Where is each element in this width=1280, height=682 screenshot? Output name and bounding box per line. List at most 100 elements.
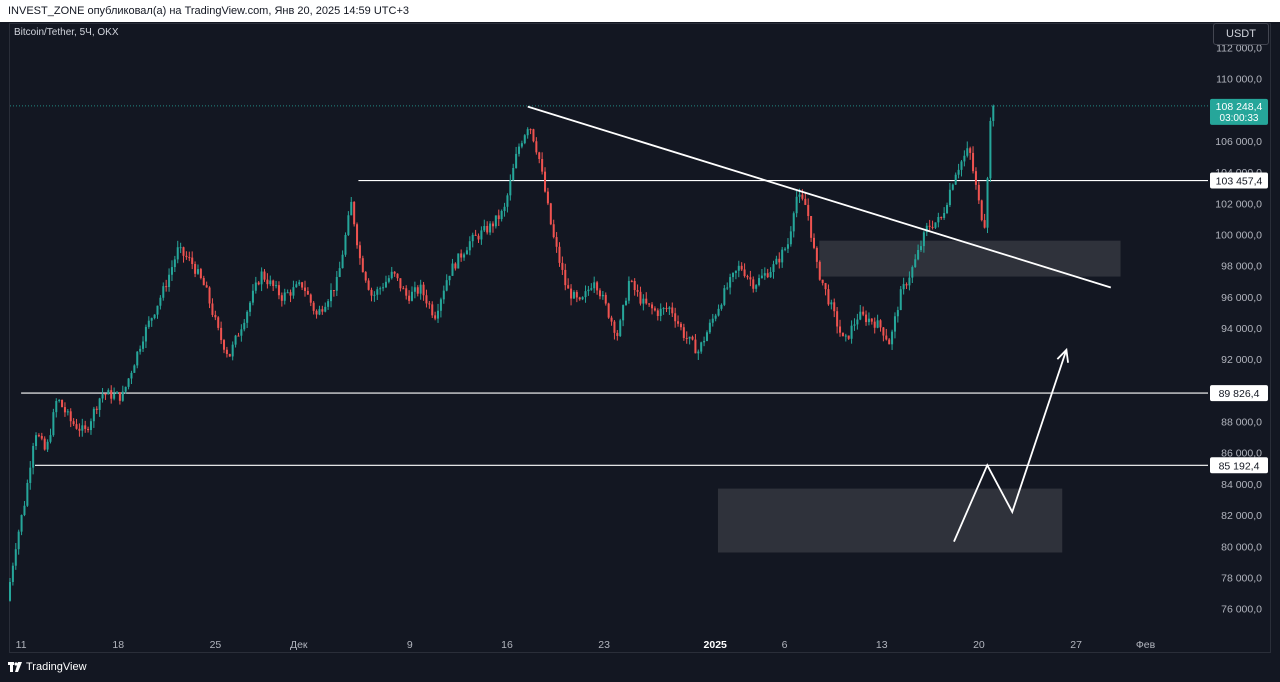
candle-body bbox=[289, 292, 292, 296]
candle-body bbox=[144, 326, 147, 342]
candle-body bbox=[922, 232, 925, 247]
candle-body bbox=[191, 257, 194, 265]
candle-body bbox=[558, 246, 561, 263]
candle-body bbox=[980, 200, 983, 221]
candle-body bbox=[520, 143, 523, 147]
candle-body bbox=[711, 318, 714, 323]
candle-body bbox=[448, 275, 451, 281]
candle-body bbox=[118, 392, 121, 401]
x-tick-label: 11 bbox=[16, 639, 27, 651]
candle-body bbox=[749, 277, 752, 280]
candle-body bbox=[697, 351, 700, 354]
candle-body bbox=[445, 280, 448, 291]
level-price-tag bbox=[1210, 385, 1268, 402]
candle-body bbox=[468, 241, 471, 251]
candle-body bbox=[729, 277, 732, 288]
candle-body bbox=[865, 314, 868, 323]
candle-body bbox=[630, 280, 633, 282]
candle-body bbox=[544, 171, 547, 192]
candle-body bbox=[784, 248, 787, 250]
candle-body bbox=[717, 308, 720, 316]
y-tick-label: 88 000,0 bbox=[1221, 417, 1262, 429]
candle-body bbox=[821, 279, 824, 284]
candle-body bbox=[275, 285, 278, 287]
candle-body bbox=[694, 339, 697, 354]
candle-body bbox=[781, 249, 784, 263]
candle-body bbox=[298, 282, 301, 285]
candle-body bbox=[578, 297, 581, 300]
y-tick-label: 102 000,0 bbox=[1215, 198, 1262, 210]
candle-body bbox=[402, 288, 405, 290]
candle-body bbox=[946, 205, 949, 214]
candle-body bbox=[552, 224, 555, 238]
current-price-label: 108 248,4 bbox=[1216, 101, 1263, 113]
candle-body bbox=[370, 289, 373, 296]
candle-body bbox=[110, 390, 113, 399]
candle-body bbox=[636, 290, 639, 292]
candle-body bbox=[691, 336, 694, 340]
candle-body bbox=[940, 216, 943, 218]
candle-body bbox=[225, 349, 228, 354]
candle-body bbox=[671, 307, 674, 314]
candle-body bbox=[896, 310, 899, 317]
candle-body bbox=[653, 308, 656, 311]
candle-body bbox=[601, 294, 604, 297]
candle-body bbox=[844, 335, 847, 337]
price-axis: 76 000,0 78 000,0 80 000,0 82 000,0 84 000,0… bbox=[1215, 42, 1262, 615]
candle-body bbox=[87, 428, 90, 431]
candle-body bbox=[839, 326, 842, 333]
candle-body bbox=[873, 321, 876, 328]
candle-body bbox=[104, 394, 107, 396]
candle-body bbox=[622, 305, 625, 321]
candle-body bbox=[720, 304, 723, 309]
candle-body bbox=[494, 215, 497, 227]
candle-body bbox=[789, 231, 792, 245]
candle-body bbox=[610, 317, 613, 322]
candle-body bbox=[115, 392, 119, 394]
candle-body bbox=[503, 206, 506, 211]
candle-body bbox=[382, 287, 385, 289]
candle-body bbox=[763, 273, 766, 276]
candle-body bbox=[703, 340, 706, 343]
candle-body bbox=[957, 169, 960, 175]
candle-body bbox=[651, 304, 654, 309]
candle-body bbox=[89, 421, 92, 431]
candle-body bbox=[150, 318, 153, 321]
tradingview-logo[interactable]: TradingView bbox=[8, 661, 87, 673]
candle-body bbox=[960, 161, 963, 170]
candle-body bbox=[812, 237, 816, 248]
candle-body bbox=[295, 284, 298, 288]
level-price-label: 103 457,4 bbox=[1216, 176, 1263, 188]
candle-body bbox=[231, 344, 234, 357]
candle-body bbox=[153, 314, 156, 319]
candle-body bbox=[512, 167, 515, 181]
candle-body bbox=[526, 129, 529, 136]
candle-body bbox=[943, 213, 946, 218]
candle-body bbox=[228, 353, 231, 357]
candle-body bbox=[856, 319, 859, 325]
candle-body bbox=[850, 325, 853, 339]
candle-body bbox=[347, 215, 350, 235]
candle-body bbox=[755, 285, 758, 289]
candle-body bbox=[714, 315, 717, 319]
time-axis: 11 18 25 Дек 9 16 23 2025 6 13 20 27 Фев bbox=[16, 639, 1156, 651]
currency-button[interactable]: USDT bbox=[1213, 23, 1269, 45]
candle-body bbox=[546, 191, 549, 204]
x-tick-label: 13 bbox=[876, 639, 888, 651]
candle-body bbox=[775, 258, 778, 265]
candle-body bbox=[474, 234, 477, 236]
candle-body bbox=[662, 308, 665, 310]
candle-body bbox=[954, 174, 957, 185]
candle-body bbox=[619, 320, 622, 336]
candle-body bbox=[876, 320, 879, 328]
candle-body bbox=[948, 189, 951, 206]
candle-body bbox=[75, 424, 78, 429]
candle-body bbox=[188, 257, 191, 259]
candle-body bbox=[263, 271, 266, 280]
candle-body bbox=[338, 268, 341, 277]
candle-body bbox=[818, 261, 821, 280]
y-tick-label: 106 000,0 bbox=[1215, 136, 1262, 148]
y-tick-label: 92 000,0 bbox=[1221, 354, 1262, 366]
candle-body bbox=[925, 225, 928, 233]
